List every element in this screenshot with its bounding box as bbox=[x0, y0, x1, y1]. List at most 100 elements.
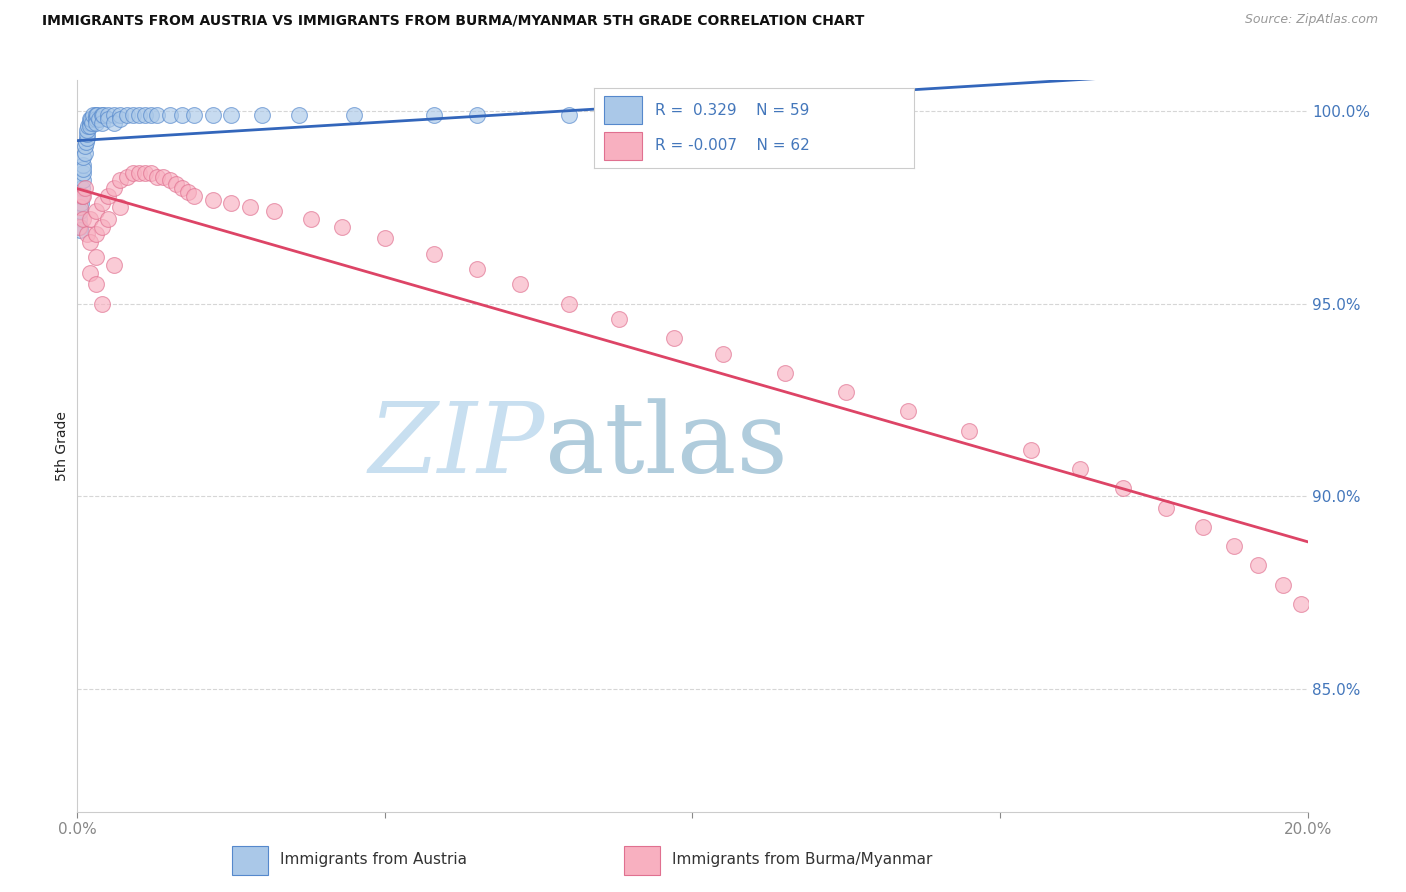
Point bbox=[91, 108, 114, 122]
Point bbox=[79, 115, 101, 129]
Point bbox=[465, 108, 488, 122]
Point bbox=[90, 219, 114, 234]
Point bbox=[103, 258, 125, 272]
Point bbox=[82, 115, 104, 129]
Point bbox=[835, 385, 858, 400]
Point bbox=[90, 115, 114, 129]
Point bbox=[742, 108, 765, 122]
Point bbox=[957, 424, 980, 438]
Point bbox=[73, 146, 96, 161]
Point bbox=[97, 211, 120, 226]
Point bbox=[1223, 539, 1246, 553]
Point bbox=[170, 181, 193, 195]
Point bbox=[509, 277, 531, 292]
Point bbox=[84, 108, 107, 122]
Point bbox=[651, 108, 673, 122]
Point bbox=[103, 108, 125, 122]
Point bbox=[897, 404, 920, 418]
Point bbox=[82, 108, 104, 122]
Point bbox=[70, 188, 93, 202]
Point bbox=[73, 181, 96, 195]
Point bbox=[75, 138, 97, 153]
Point bbox=[90, 296, 114, 310]
Point bbox=[97, 188, 120, 202]
Point bbox=[330, 219, 353, 234]
Y-axis label: 5th Grade: 5th Grade bbox=[55, 411, 69, 481]
Point bbox=[97, 108, 120, 122]
Point bbox=[72, 211, 94, 226]
Point bbox=[110, 108, 132, 122]
Point bbox=[1019, 442, 1042, 457]
Point bbox=[1272, 577, 1295, 591]
Text: atlas: atlas bbox=[546, 398, 787, 494]
Point bbox=[250, 108, 273, 122]
Point bbox=[141, 108, 163, 122]
Point bbox=[90, 196, 114, 211]
Point bbox=[70, 188, 93, 202]
Point bbox=[84, 227, 107, 242]
Point bbox=[103, 115, 125, 129]
Point bbox=[1112, 481, 1135, 495]
Point bbox=[110, 200, 132, 214]
Point bbox=[201, 108, 224, 122]
Point bbox=[76, 127, 98, 141]
Point bbox=[115, 169, 138, 184]
Point bbox=[70, 196, 93, 211]
Point bbox=[423, 108, 446, 122]
Text: IMMIGRANTS FROM AUSTRIA VS IMMIGRANTS FROM BURMA/MYANMAR 5TH GRADE CORRELATION C: IMMIGRANTS FROM AUSTRIA VS IMMIGRANTS FR… bbox=[42, 13, 865, 28]
Point bbox=[72, 161, 94, 176]
Point bbox=[183, 188, 205, 202]
Point bbox=[288, 108, 311, 122]
Point bbox=[72, 150, 94, 164]
Point bbox=[84, 277, 107, 292]
Point bbox=[141, 166, 163, 180]
Point bbox=[159, 108, 181, 122]
Point bbox=[128, 166, 150, 180]
Point bbox=[84, 112, 107, 126]
Point bbox=[146, 169, 169, 184]
Point bbox=[343, 108, 366, 122]
Point bbox=[465, 261, 488, 276]
Point bbox=[773, 366, 796, 380]
Point bbox=[84, 115, 107, 129]
Point bbox=[72, 173, 94, 187]
Point bbox=[201, 193, 224, 207]
Point bbox=[423, 246, 446, 260]
Point bbox=[121, 166, 143, 180]
Point bbox=[79, 211, 101, 226]
Point bbox=[1154, 500, 1177, 515]
Point bbox=[1192, 520, 1215, 534]
Point bbox=[183, 108, 205, 122]
Text: Source: ZipAtlas.com: Source: ZipAtlas.com bbox=[1244, 13, 1378, 27]
Point bbox=[263, 204, 285, 219]
Point bbox=[84, 204, 107, 219]
Point bbox=[711, 346, 734, 360]
Point bbox=[219, 108, 242, 122]
Point bbox=[72, 188, 94, 202]
Point bbox=[70, 181, 93, 195]
Point bbox=[134, 108, 156, 122]
Point bbox=[170, 108, 193, 122]
Point bbox=[76, 123, 98, 137]
Point bbox=[110, 112, 132, 126]
Point bbox=[75, 135, 97, 149]
Point bbox=[1069, 462, 1091, 476]
Point bbox=[67, 219, 90, 234]
Point bbox=[1291, 597, 1313, 611]
Point bbox=[79, 120, 101, 134]
Point bbox=[121, 108, 143, 122]
Point bbox=[159, 173, 181, 187]
Point bbox=[110, 173, 132, 187]
Point bbox=[87, 112, 110, 126]
Point bbox=[69, 219, 91, 234]
Point bbox=[79, 235, 101, 249]
Point bbox=[128, 108, 150, 122]
Point bbox=[79, 112, 101, 126]
Point bbox=[152, 169, 174, 184]
Point bbox=[134, 166, 156, 180]
Text: ZIP: ZIP bbox=[368, 399, 546, 493]
Point bbox=[299, 211, 322, 226]
Point bbox=[607, 312, 630, 326]
Point bbox=[79, 266, 101, 280]
Point bbox=[76, 227, 98, 242]
